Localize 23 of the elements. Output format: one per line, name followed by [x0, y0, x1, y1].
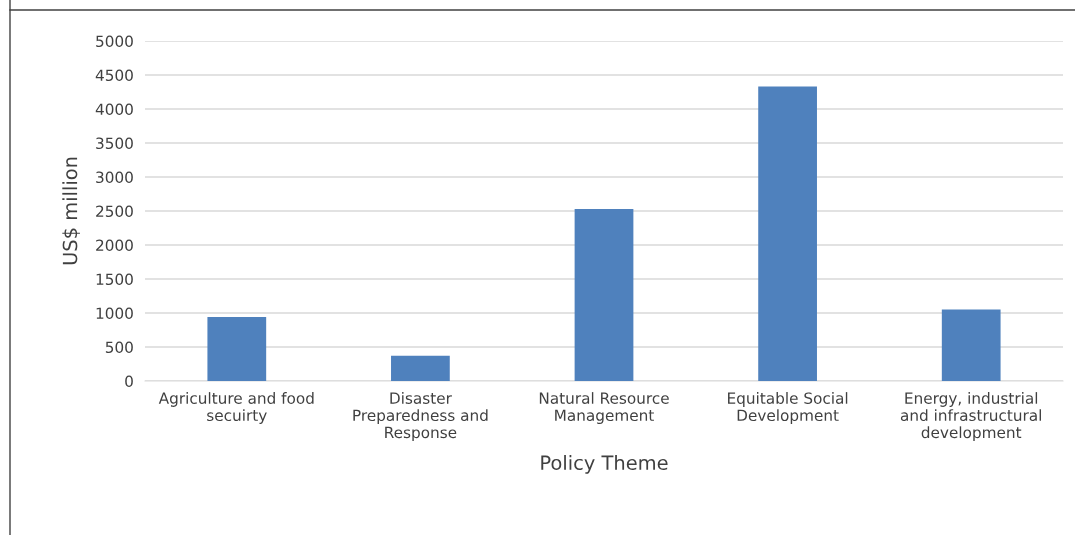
- y-tick-label: 1500: [96, 273, 133, 286]
- bar: [207, 317, 267, 381]
- x-tick-label: Energy, industrial and infrastructural development: [900, 392, 1041, 442]
- y-tick-label: 3500: [96, 137, 133, 150]
- x-tick-label: Equitable Social Development: [728, 392, 848, 424]
- y-tick-label: 5000: [96, 35, 133, 48]
- y-tick-label: 4500: [95, 69, 133, 82]
- x-tick-label: Disaster Preparedness and Response: [353, 392, 488, 442]
- y-axis-title: US$ million: [62, 157, 80, 265]
- y-tick-label: 1000: [96, 307, 133, 320]
- y-tick-label: 2500: [96, 205, 133, 218]
- y-tick-label: 4000: [95, 103, 133, 116]
- x-tick-label: Agriculture and food secuirty: [158, 392, 314, 424]
- y-tick-label: 0: [125, 375, 133, 388]
- x-axis-title: Policy Theme: [541, 455, 668, 474]
- y-tick-label: 2000: [96, 239, 133, 252]
- y-tick-label: 3000: [96, 171, 133, 184]
- bar: [391, 355, 450, 381]
- bar: [758, 86, 817, 381]
- bar: [941, 309, 1001, 381]
- bar: [574, 208, 634, 381]
- y-tick-label: 500: [105, 341, 133, 354]
- x-tick-label: Natural Resource Management: [539, 392, 669, 424]
